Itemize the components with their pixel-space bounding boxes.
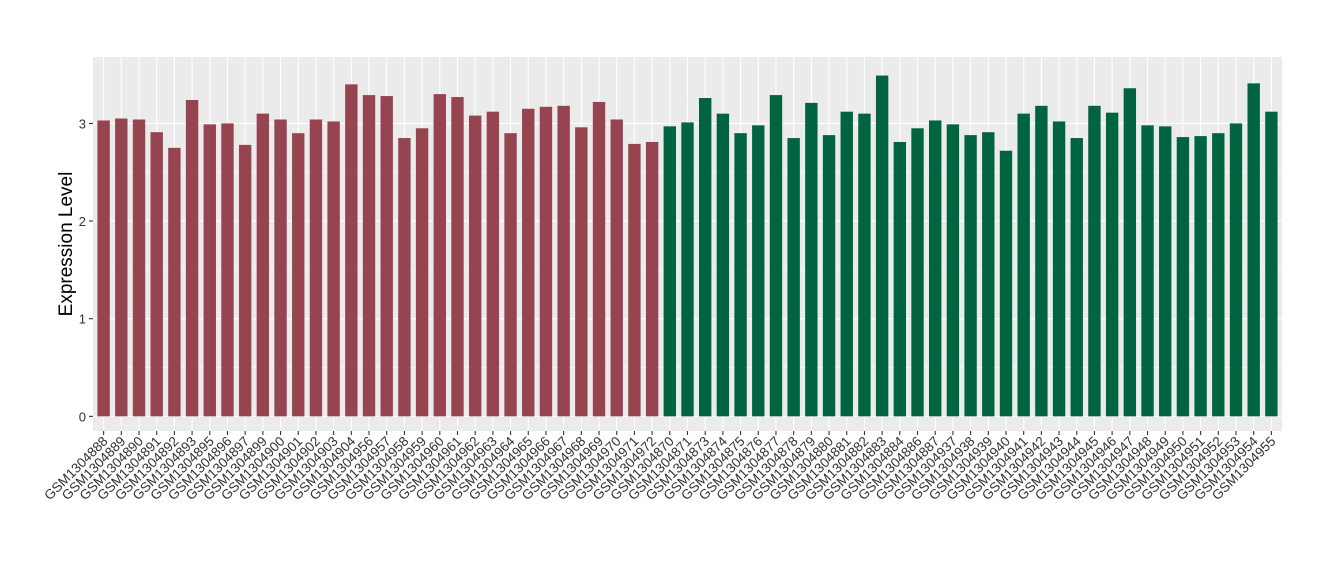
bar-GSM1304962 — [468, 115, 482, 417]
bar-GSM1304944 — [1070, 138, 1083, 417]
y-tick-label: 3 — [79, 116, 86, 131]
bar-GSM1304967 — [557, 105, 570, 417]
bar-GSM1304963 — [486, 111, 500, 417]
bar-GSM1304966 — [539, 106, 553, 417]
bar-GSM1304878 — [787, 138, 800, 417]
bar-GSM1304939 — [982, 132, 995, 417]
bar-GSM1304884 — [893, 141, 907, 417]
bar-GSM1304880 — [822, 135, 836, 417]
bar-GSM1304895 — [203, 124, 216, 417]
bar-GSM1304958 — [398, 138, 411, 417]
x-axis: GSM1304888GSM1304889GSM1304890GSM1304891… — [41, 431, 1279, 503]
bar-GSM1304971 — [628, 143, 641, 417]
bar-GSM1304896 — [221, 123, 234, 417]
bar-GSM1304953 — [1229, 123, 1243, 417]
bar-GSM1304870 — [663, 126, 676, 417]
bar-GSM1304875 — [734, 133, 747, 417]
bar-GSM1304952 — [1212, 133, 1225, 417]
bar-GSM1304945 — [1088, 105, 1101, 417]
bar-GSM1304901 — [292, 133, 305, 417]
bar-GSM1304961 — [451, 97, 464, 417]
bar-GSM1304897 — [238, 144, 252, 417]
bar-GSM1304937 — [946, 124, 960, 417]
y-axis: 0 1 2 3 — [79, 116, 93, 424]
bar-GSM1304891 — [150, 132, 163, 417]
bar-GSM1304949 — [1159, 126, 1172, 417]
bar-GSM1304970 — [610, 119, 623, 417]
bar-GSM1304876 — [752, 125, 765, 417]
y-tick-label: 1 — [79, 312, 86, 327]
bar-GSM1304956 — [362, 95, 376, 417]
bar-GSM1304871 — [681, 122, 694, 417]
bar-GSM1304902 — [309, 119, 323, 417]
bar-GSM1304965 — [522, 108, 535, 417]
bar-GSM1304887 — [929, 120, 942, 417]
bar-GSM1304969 — [592, 101, 606, 417]
bar-GSM1304940 — [999, 150, 1013, 417]
bar-GSM1304960 — [433, 94, 446, 417]
y-tick-label: 0 — [79, 409, 86, 424]
bar-GSM1304874 — [716, 113, 730, 417]
bar-GSM1304959 — [415, 128, 429, 417]
bar-GSM1304950 — [1176, 137, 1190, 417]
bar-GSM1304881 — [840, 111, 853, 417]
bar-GSM1304942 — [1035, 105, 1048, 417]
bar-GSM1304972 — [645, 141, 659, 417]
y-axis-title: Expression Level — [56, 172, 77, 317]
bar-GSM1304900 — [274, 119, 287, 417]
bar-GSM1304890 — [132, 119, 146, 417]
bars-layer — [97, 75, 1278, 417]
bar-GSM1304964 — [504, 133, 517, 417]
bar-GSM1304889 — [115, 118, 128, 417]
bar-GSM1304968 — [575, 127, 588, 417]
bar-GSM1304877 — [769, 95, 783, 417]
bar-GSM1304903 — [327, 121, 340, 417]
bar-GSM1304938 — [964, 135, 977, 417]
bar-GSM1304954 — [1247, 83, 1260, 417]
bar-GSM1304886 — [911, 128, 924, 417]
bar-GSM1304947 — [1123, 88, 1137, 417]
bar-GSM1304957 — [380, 96, 393, 417]
bar-GSM1304943 — [1052, 121, 1066, 417]
bar-GSM1304893 — [185, 99, 199, 417]
bar-GSM1304948 — [1141, 125, 1154, 417]
bar-GSM1304951 — [1194, 136, 1207, 417]
bar-GSM1304892 — [168, 147, 181, 417]
bar-GSM1304955 — [1265, 111, 1278, 417]
bar-GSM1304888 — [97, 120, 110, 417]
bar-GSM1304899 — [256, 113, 270, 417]
y-tick-label: 2 — [79, 214, 86, 229]
bar-GSM1304883 — [875, 75, 889, 417]
bar-GSM1304879 — [805, 102, 818, 417]
bar-GSM1304882 — [858, 113, 871, 417]
bar-GSM1304946 — [1105, 112, 1119, 417]
bar-GSM1304904 — [345, 84, 358, 417]
bar-GSM1304941 — [1017, 113, 1030, 417]
bar-GSM1304873 — [699, 98, 712, 417]
